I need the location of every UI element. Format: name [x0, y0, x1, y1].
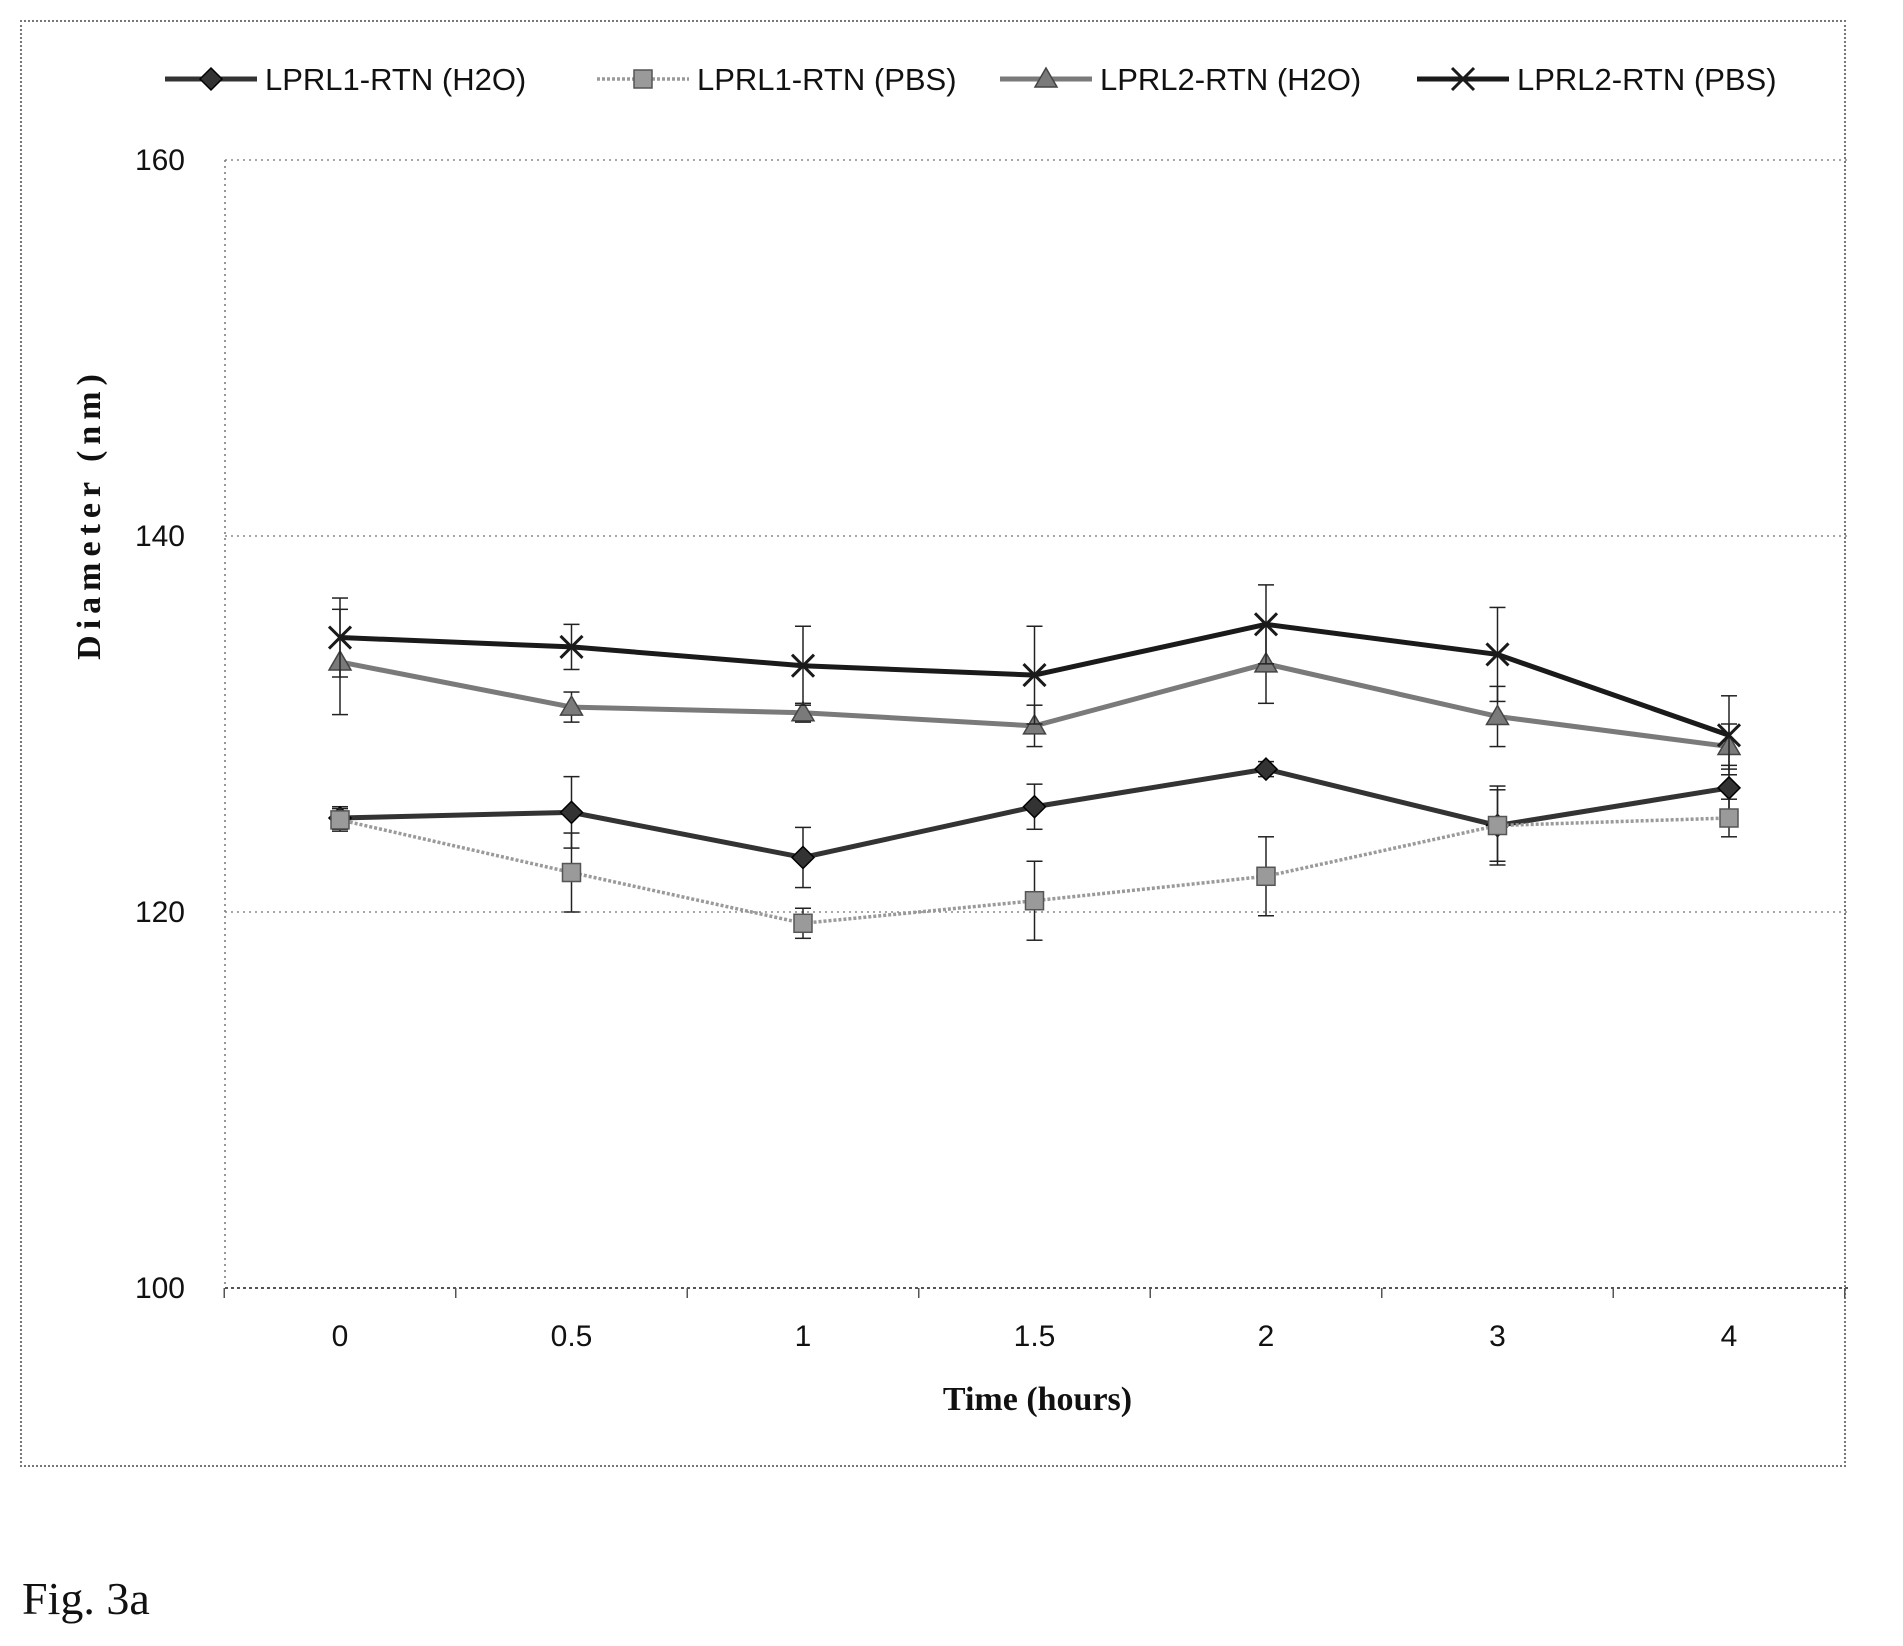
y-tick-label: 140: [135, 520, 185, 553]
data-point: [1022, 794, 1047, 819]
data-point: [790, 845, 816, 870]
data-point: [793, 913, 813, 934]
legend-entry-3: LPRL2-RTN (H2O): [1000, 62, 1361, 97]
data-point: [790, 653, 816, 678]
data-point: [559, 800, 584, 825]
x-tick-label: 1: [795, 1320, 812, 1353]
series-lines: [327, 584, 1742, 941]
legend-swatch-marker: [1033, 66, 1059, 88]
marker-stroke: [1716, 723, 1742, 748]
legend-label: LPRL2-RTN (H2O): [1100, 62, 1361, 97]
series-2: [330, 785, 1739, 941]
data-point: [330, 810, 350, 830]
legend-label: LPRL1-RTN (PBS): [697, 62, 957, 97]
x-tick-label: 1.5: [1014, 1320, 1056, 1353]
y-axis-title: Diameter (nm): [71, 368, 108, 660]
marker-stroke: [1253, 612, 1279, 637]
legend-entry-1: LPRL1-RTN (H2O): [165, 62, 526, 97]
legend-swatch-marker: [1450, 66, 1476, 92]
x-axis-title: Time (hours): [943, 1381, 1132, 1418]
data-point: [1716, 775, 1742, 800]
data-point: [1253, 757, 1279, 782]
x-tick-label: 2: [1258, 1320, 1275, 1353]
legend-swatch-marker: [198, 66, 224, 92]
x-tick-label: 0: [332, 1320, 349, 1353]
data-point: [1022, 663, 1047, 688]
x-tick-label: 3: [1489, 1320, 1506, 1353]
x-tick-label: 0.5: [551, 1320, 593, 1353]
axes: 100 120 140 160 0 0.5 1 1.5 2 3 4: [135, 144, 1850, 1353]
data-point: [1485, 703, 1510, 726]
legend: LPRL1-RTN (H2O) LPRL1-RTN (PBS) LPRL2-RTN …: [165, 62, 1777, 97]
marker-stroke: [1022, 663, 1047, 688]
marker-stroke: [790, 653, 816, 678]
chart-frame: [20, 20, 1846, 1467]
data-point: [1719, 808, 1739, 828]
marker-stroke: [1485, 642, 1510, 667]
x-tick-label: 4: [1721, 1320, 1738, 1353]
legend-label: LPRL2-RTN (PBS): [1517, 62, 1777, 97]
y-tick-label: 160: [135, 144, 185, 177]
legend-entry-4: LPRL2-RTN (PBS): [1417, 62, 1777, 97]
data-point: [559, 694, 584, 716]
data-point: [1024, 890, 1045, 911]
marker-stroke: [559, 634, 584, 659]
data-point: [559, 634, 584, 659]
marker-stroke: [1450, 66, 1476, 92]
marker-stroke: [327, 625, 353, 650]
series-4: [327, 584, 1742, 776]
data-point: [1716, 723, 1742, 748]
legend-swatch-marker: [633, 69, 653, 89]
data-point: [1487, 815, 1508, 836]
data-point: [1485, 642, 1510, 667]
data-point: [327, 625, 353, 650]
data-point: [790, 700, 816, 722]
y-tick-label: 120: [135, 896, 185, 929]
legend-label: LPRL1-RTN (H2O): [265, 62, 526, 97]
data-point: [561, 862, 582, 883]
data-point: [1253, 612, 1279, 637]
y-tick-label: 100: [135, 1272, 185, 1305]
data-point: [1256, 866, 1276, 887]
figure-caption: Fig. 3a: [22, 1573, 150, 1624]
legend-entry-2: LPRL1-RTN (PBS): [597, 62, 957, 97]
